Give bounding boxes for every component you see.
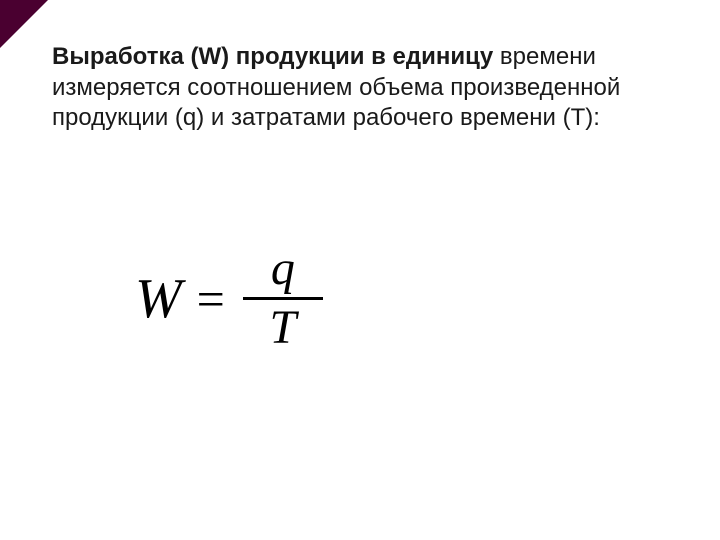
formula-bar	[243, 297, 323, 300]
body-text-bold: Выработка (W) продукции в единицу	[52, 43, 493, 70]
formula-denominator: T	[258, 304, 309, 352]
corner-decoration	[0, 0, 48, 48]
formula-fraction: q T	[243, 245, 323, 352]
body-text: Выработка (W) продукции в единицу времен…	[52, 42, 632, 134]
slide: Выработка (W) продукции в единицу времен…	[0, 0, 720, 540]
formula: W = q T	[135, 245, 323, 352]
formula-numerator: q	[259, 245, 307, 293]
formula-lhs: W	[135, 267, 183, 331]
formula-equals: =	[197, 270, 225, 328]
